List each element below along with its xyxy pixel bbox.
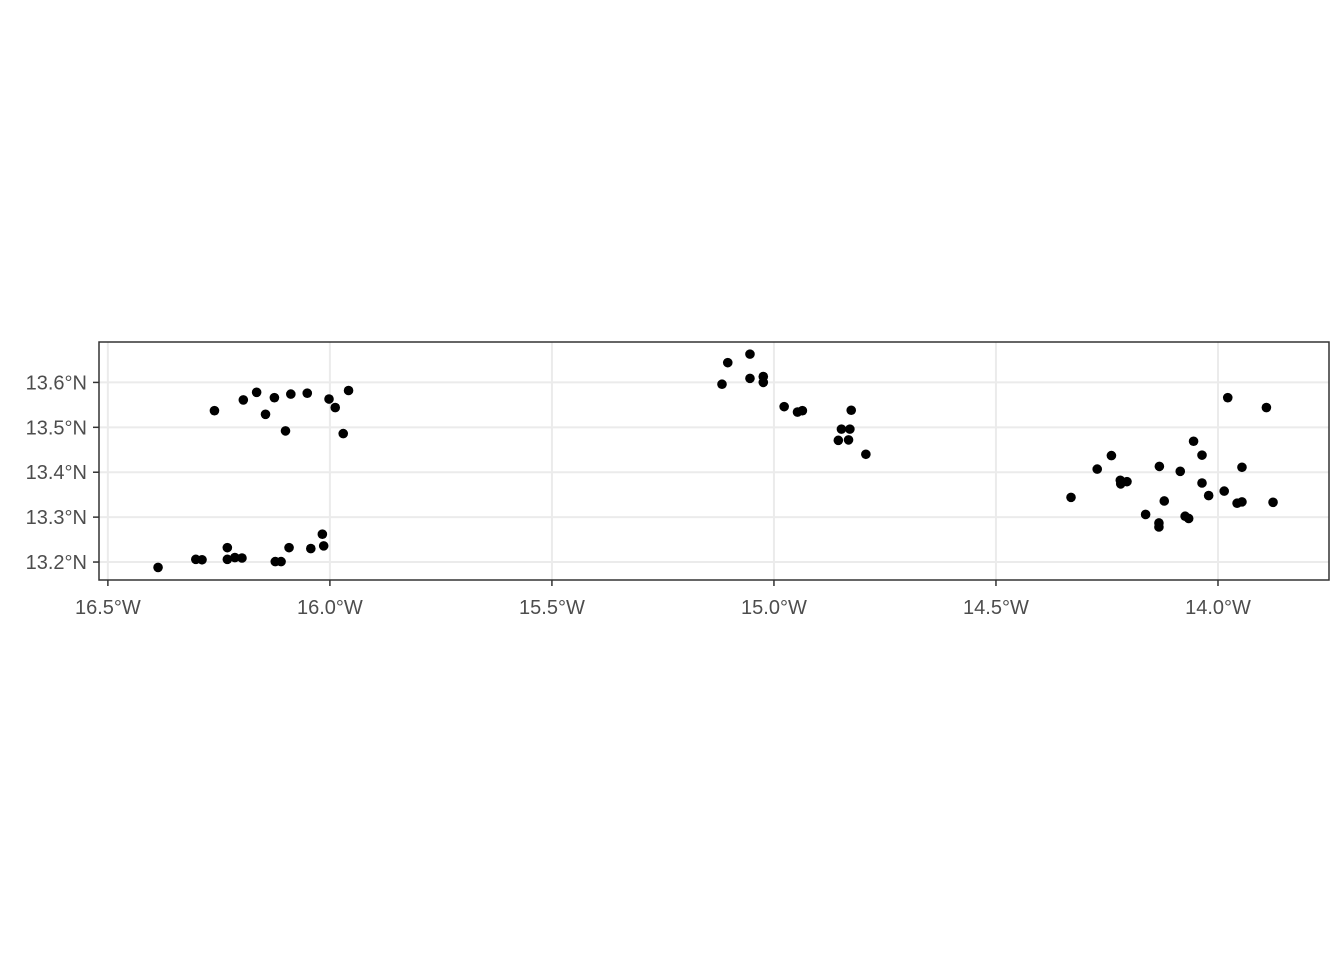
site-point xyxy=(717,379,727,390)
x-tick-label: 14.5°W xyxy=(963,597,1029,619)
site-point xyxy=(722,357,733,368)
site-point xyxy=(1237,497,1247,507)
site-point xyxy=(836,424,847,434)
panel-background xyxy=(99,342,1329,580)
map-panel xyxy=(98,341,1330,581)
site-point xyxy=(324,394,334,404)
site-point xyxy=(1268,497,1278,508)
site-point xyxy=(222,542,233,553)
site-point xyxy=(1203,490,1214,501)
site-point xyxy=(1154,522,1164,532)
site-point xyxy=(758,377,769,388)
site-point xyxy=(1237,462,1247,473)
site-point xyxy=(1188,436,1199,447)
y-tick-label: 13.2°N xyxy=(26,552,87,574)
site-point xyxy=(197,554,207,565)
site-point xyxy=(343,385,354,396)
site-point xyxy=(286,389,296,399)
site-point xyxy=(237,553,247,563)
y-tick-label: 13.4°N xyxy=(26,462,87,484)
site-point xyxy=(1159,496,1170,506)
site-point xyxy=(845,424,855,434)
site-point xyxy=(230,552,240,563)
site-point xyxy=(833,435,844,446)
site-point xyxy=(209,405,220,416)
gridlines xyxy=(99,342,1329,580)
site-point xyxy=(276,556,286,567)
site-point xyxy=(843,435,854,445)
site-point xyxy=(1140,509,1151,520)
site-points xyxy=(153,349,1278,573)
site-point xyxy=(1197,450,1207,460)
site-point xyxy=(330,402,341,413)
site-point xyxy=(861,449,871,460)
site-point xyxy=(1219,486,1230,496)
site-point xyxy=(797,405,808,416)
site-point xyxy=(318,541,329,551)
site-point xyxy=(1092,464,1103,474)
site-point xyxy=(222,554,233,565)
site-point xyxy=(1222,392,1233,403)
site-point xyxy=(1066,492,1076,503)
x-tick-label: 15.5°W xyxy=(519,597,585,619)
site-point xyxy=(846,405,857,416)
site-point xyxy=(1261,402,1272,413)
site-point xyxy=(1175,466,1186,477)
x-tick-label: 14.0°W xyxy=(1185,597,1251,619)
x-tick-label: 15.0°W xyxy=(741,597,807,619)
site-point xyxy=(1183,513,1194,524)
y-tick-label: 13.6°N xyxy=(26,372,87,394)
site-point xyxy=(1197,478,1207,488)
site-point xyxy=(745,349,755,359)
site-point xyxy=(1154,461,1165,472)
site-point xyxy=(269,392,280,403)
site-point xyxy=(238,395,249,405)
site-point xyxy=(302,388,313,398)
site-point xyxy=(251,387,262,398)
site-point xyxy=(338,428,349,439)
y-tick-label: 13.5°N xyxy=(26,417,87,439)
y-tick-label: 13.3°N xyxy=(26,507,87,529)
site-point xyxy=(779,401,789,412)
site-point xyxy=(1106,450,1117,461)
x-axis: 16.5°W 16.0°W 15.5°W 15.0°W 14.5°W 14.0°W xyxy=(75,580,1251,619)
site-point xyxy=(306,543,316,554)
site-point xyxy=(1122,476,1132,487)
site-point xyxy=(745,373,755,384)
panel-border xyxy=(98,341,1330,581)
x-tick-label: 16.5°W xyxy=(75,597,141,619)
site-point xyxy=(153,562,163,573)
site-point xyxy=(284,542,294,553)
site-point xyxy=(260,409,271,420)
site-point xyxy=(317,529,328,539)
y-axis: 13.2°N 13.3°N 13.4°N 13.5°N 13.6°N xyxy=(26,372,99,574)
x-tick-label: 16.0°W xyxy=(297,597,363,619)
site-point xyxy=(280,426,291,436)
